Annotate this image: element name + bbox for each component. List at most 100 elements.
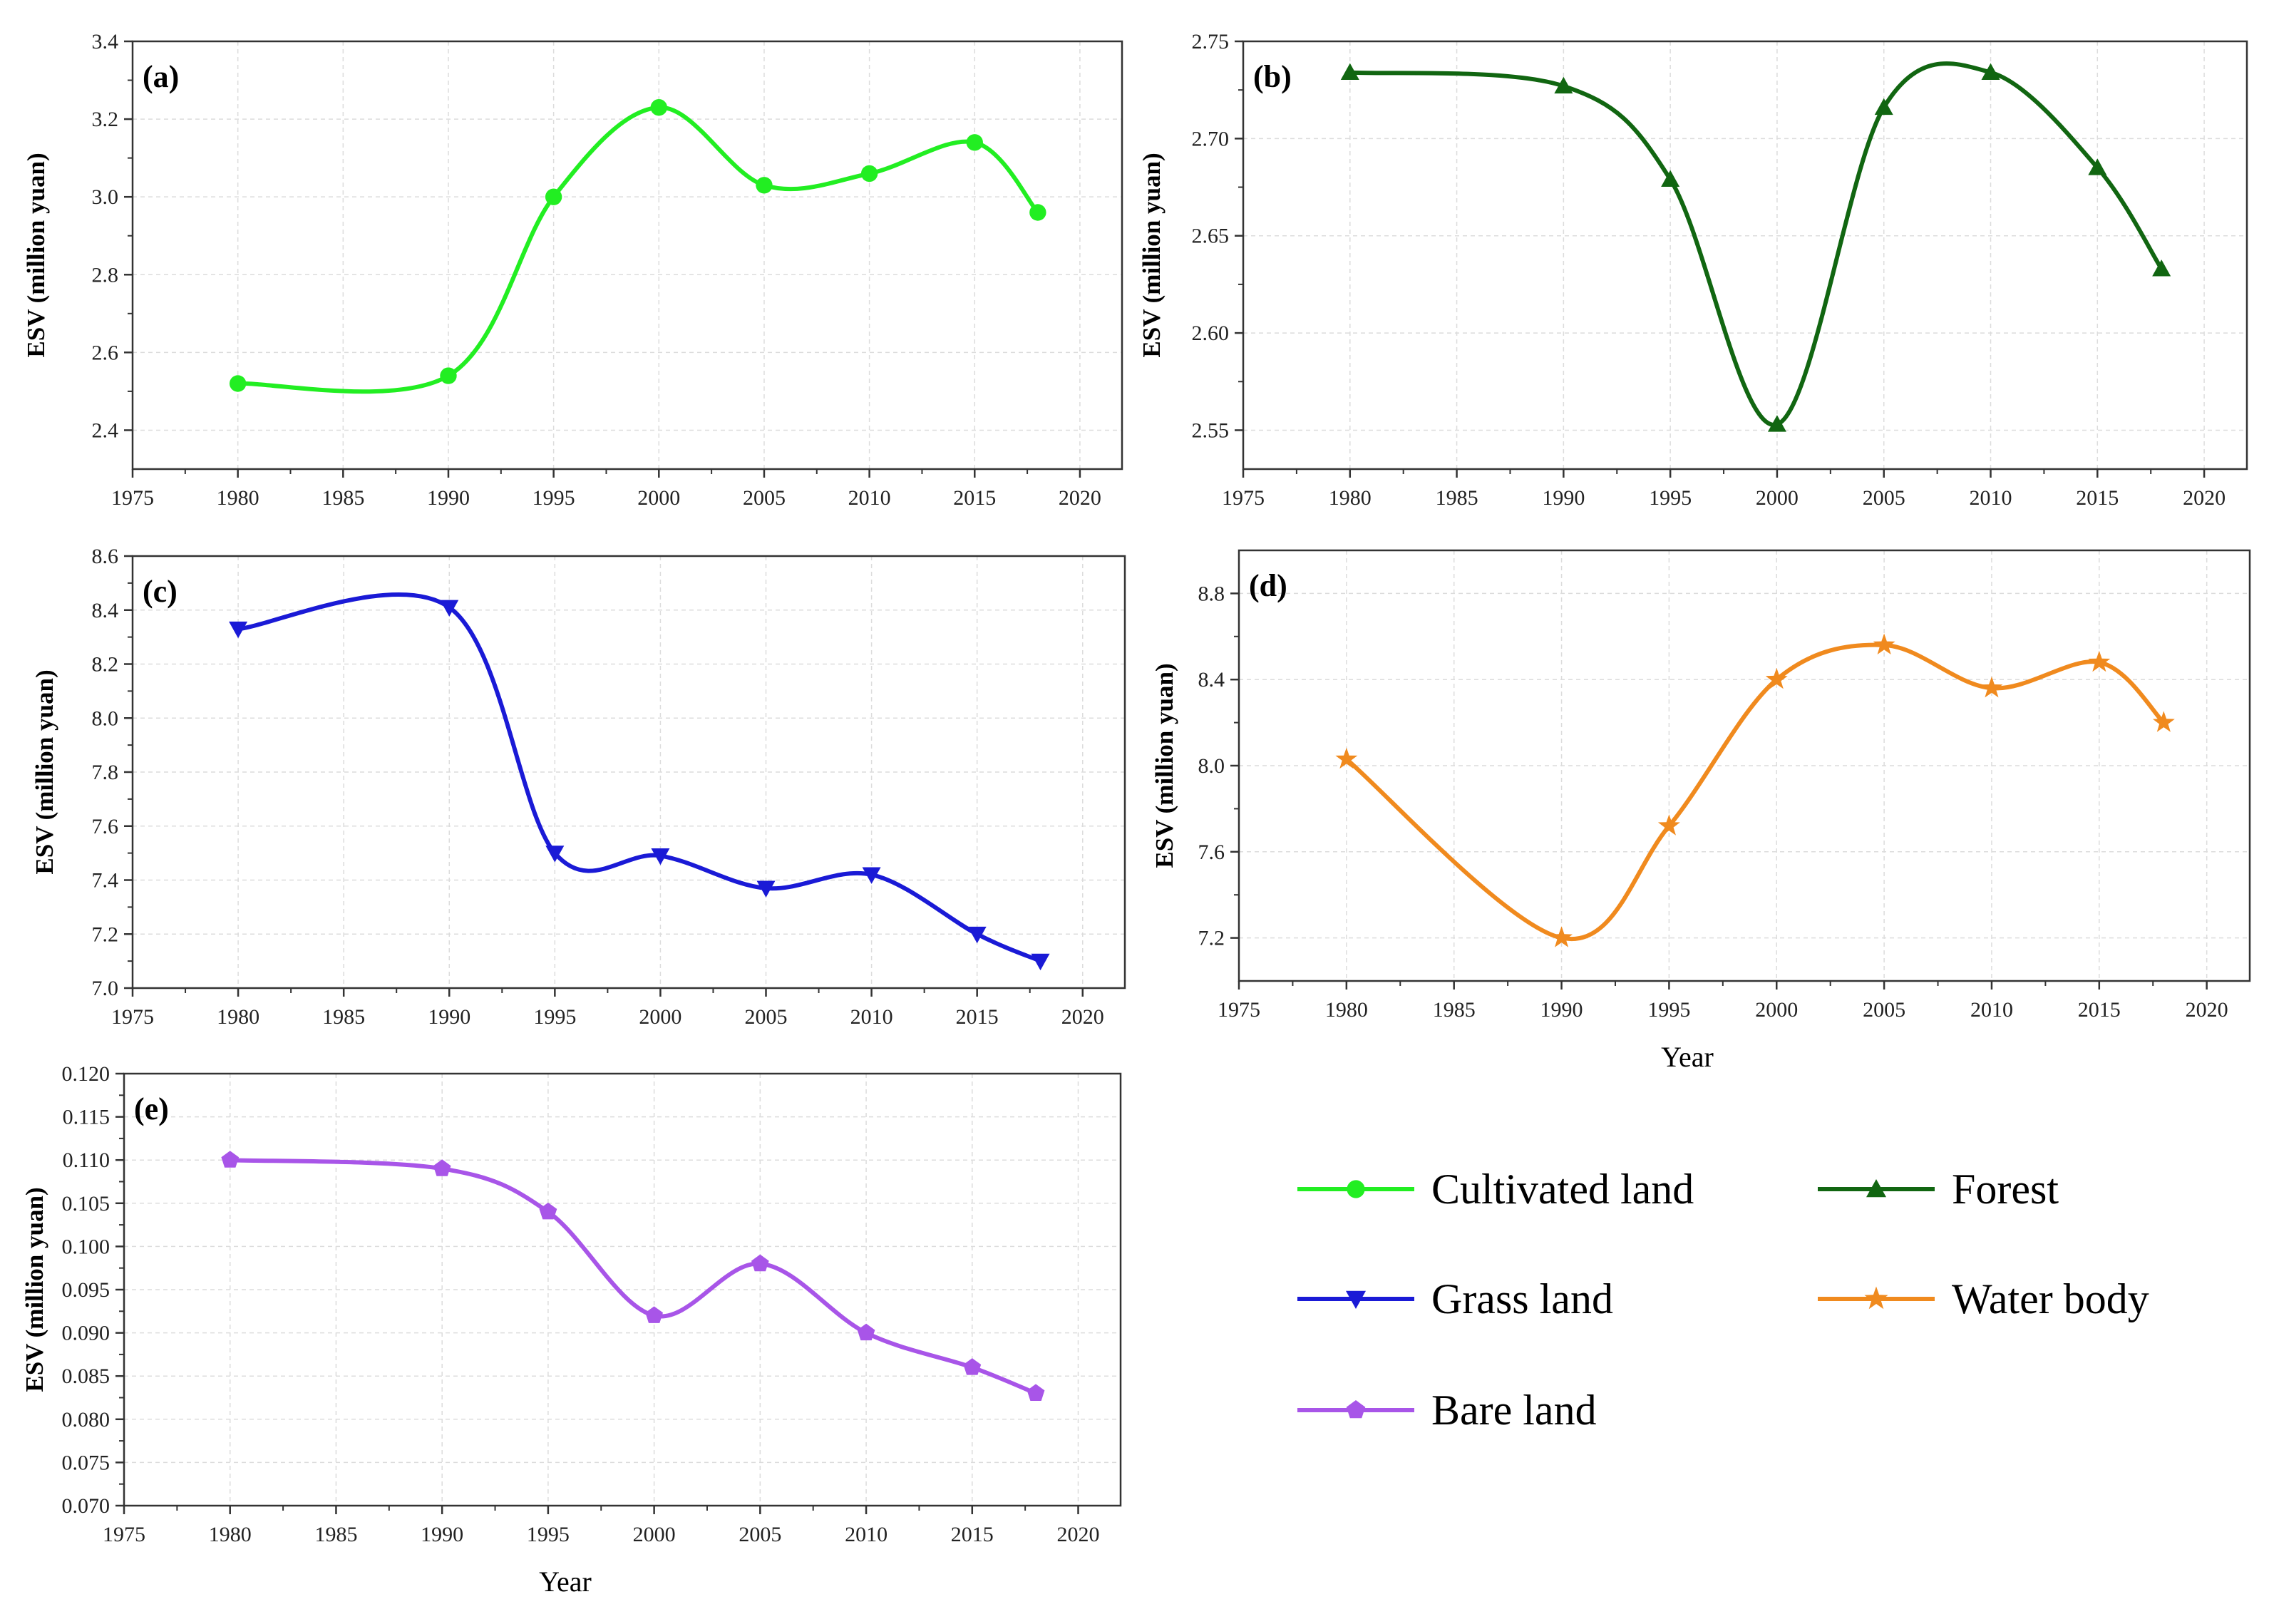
data-point	[1340, 63, 1359, 81]
x-tick-label: 2015	[2076, 486, 2119, 510]
legend-marker	[1866, 1179, 1886, 1198]
data-point	[2152, 711, 2175, 732]
data-point	[545, 846, 565, 863]
panel-label: (b)	[1253, 59, 1292, 94]
x-tick-label: 1990	[421, 1523, 463, 1546]
data-point	[751, 1254, 769, 1272]
data-point	[221, 1151, 240, 1168]
x-tick-label: 1995	[533, 1005, 576, 1029]
x-tick-label: 1990	[1542, 486, 1585, 510]
data-point	[645, 1306, 663, 1323]
series-line	[235, 105, 1040, 394]
x-tick-label: 1980	[209, 1523, 252, 1546]
y-axis-label: ESV (million yuan)	[1151, 663, 1178, 868]
data-point	[1550, 926, 1573, 947]
data-point	[857, 1323, 875, 1341]
data-point	[651, 848, 670, 865]
data-point	[1767, 415, 1786, 432]
data-point	[860, 165, 878, 183]
x-tick-label: 1980	[217, 486, 259, 510]
x-tick-label: 2015	[956, 1005, 999, 1029]
data-point	[1661, 170, 1680, 187]
y-tick-label: 3.2	[92, 108, 119, 131]
data-point	[1029, 204, 1046, 221]
y-axis-label: ESV (million yuan)	[22, 153, 50, 357]
x-tick-label: 2015	[951, 1523, 994, 1546]
x-tick-label: 1975	[1222, 486, 1265, 510]
data-point	[1031, 953, 1050, 971]
data-point	[2152, 259, 2171, 277]
data-point	[1873, 633, 1895, 654]
x-tick-label: 2020	[1057, 1523, 1100, 1546]
legend-marker	[1347, 1180, 1365, 1198]
data-point	[1980, 677, 2003, 698]
x-tick-label: 2005	[1863, 998, 1905, 1022]
x-tick-label: 1995	[532, 486, 575, 510]
x-tick-label: 1990	[1540, 998, 1583, 1022]
chart-panel-a: 1975 1980 1985 1990 1995 2000 2005 2010 2015 2020…	[22, 30, 1123, 510]
series-line	[1347, 61, 2164, 427]
x-tick-label: 2010	[1970, 998, 2013, 1022]
legend-item: Water body	[1818, 1275, 2149, 1322]
data-point	[2088, 650, 2111, 672]
y-tick-label: 7.0	[92, 977, 119, 1000]
y-tick-label: 8.4	[92, 599, 119, 622]
data-point	[440, 367, 457, 384]
x-tick-label: 1975	[111, 486, 154, 510]
data-point	[1554, 76, 1573, 94]
legend-label: Forest	[1952, 1166, 2059, 1213]
y-tick-label: 7.2	[1198, 927, 1225, 950]
y-tick-label: 7.2	[92, 923, 119, 946]
y-tick-label: 2.55	[1192, 418, 1230, 442]
legend: Cultivated land Forest Grass land Water bod…	[1297, 1166, 2149, 1434]
series-line	[236, 592, 1043, 964]
x-tick-label: 1995	[1649, 486, 1692, 510]
y-tick-label: 2.75	[1192, 30, 1230, 53]
data-point	[650, 99, 667, 116]
y-tick-label: 2.6	[92, 341, 119, 364]
data-point	[229, 621, 248, 639]
plot-frame	[1242, 40, 2248, 471]
y-axis-label: ESV (million yuan)	[1138, 153, 1166, 357]
x-tick-label: 1980	[1325, 998, 1368, 1022]
data-point	[539, 1202, 557, 1220]
x-tick-label: 2005	[743, 486, 786, 510]
chart-panel-c: 1975 1980 1985 1990 1995 2000 2005 2010 2015 2020…	[31, 545, 1126, 1029]
y-tick-label: 0.075	[62, 1451, 110, 1474]
data-point	[1335, 747, 1358, 769]
legend-item: Forest	[1818, 1166, 2059, 1213]
series-line	[227, 1158, 1038, 1396]
y-tick-label: 2.70	[1192, 127, 1230, 150]
y-tick-label: 0.110	[63, 1148, 110, 1172]
data-point	[433, 1159, 451, 1176]
x-tick-label: 2010	[848, 486, 891, 510]
series-line	[1344, 642, 2166, 942]
x-tick-label: 1985	[1433, 998, 1476, 1022]
y-tick-label: 0.100	[62, 1235, 110, 1258]
y-tick-label: 8.0	[92, 706, 119, 730]
x-tick-label: 2000	[1756, 486, 1799, 510]
legend-label: Bare land	[1431, 1387, 1597, 1434]
y-tick-label: 2.60	[1192, 322, 1230, 345]
x-tick-label: 1980	[217, 1005, 259, 1029]
y-tick-label: 3.4	[92, 30, 119, 53]
x-tick-label: 1975	[111, 1005, 154, 1029]
y-tick-label: 0.115	[63, 1106, 110, 1129]
y-tick-label: 8.2	[92, 653, 119, 677]
panel-label: (a)	[143, 59, 179, 94]
x-tick-label: 2020	[1061, 1005, 1104, 1029]
data-point	[963, 1358, 982, 1375]
panel-label: (e)	[134, 1091, 169, 1126]
legend-label: Cultivated land	[1431, 1166, 1694, 1213]
x-tick-label: 2000	[637, 486, 680, 510]
chart-panel-d: 1975 1980 1985 1990 1995 2000 2005 2010 2015 2020…	[1151, 549, 2251, 1073]
data-point	[1765, 667, 1788, 689]
y-tick-label: 8.8	[1198, 582, 1225, 605]
y-tick-label: 3.0	[92, 185, 119, 209]
y-tick-label: 0.120	[62, 1062, 110, 1086]
x-tick-label: 2005	[1863, 486, 1905, 510]
data-point	[967, 926, 987, 944]
x-tick-label: 2015	[953, 486, 996, 510]
y-tick-label: 0.090	[62, 1322, 110, 1345]
